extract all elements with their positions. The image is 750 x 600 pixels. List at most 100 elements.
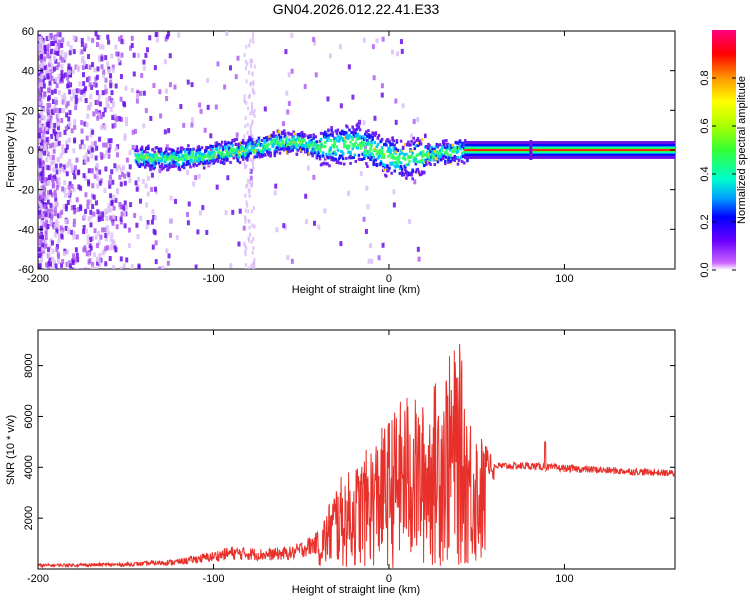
spectrogram-ridge-cell [335, 145, 339, 149]
spectrogram-ridge-cell [146, 156, 149, 160]
spectrogram-noise-cell [47, 253, 51, 259]
spectrogram-noise-cell [44, 268, 48, 269]
spectrogram-ridge-cell [389, 152, 392, 156]
spectrogram-noise-cell [67, 116, 71, 122]
spectrogram-ridge-cell [295, 152, 299, 156]
spectrogram-ridge-cell [220, 157, 224, 161]
spectrogram-ridge-cell [210, 151, 213, 155]
spectrogram-noise-cell [38, 113, 42, 119]
spectrogram-noise-cell [205, 229, 209, 235]
spectrogram-ridge-cell [414, 158, 418, 162]
spectrogram-noise-cell [94, 31, 98, 37]
spectrogram-noise-cell [58, 168, 62, 174]
spectrogram-noise-cell [91, 62, 95, 68]
spectrogram-noise-cell [82, 60, 86, 66]
spectrogram-noise-cell [339, 241, 343, 247]
spectrogram-noise-cell [110, 169, 114, 175]
spectrogram-noise-cell [125, 257, 129, 263]
spectrogram-noise-cell [87, 216, 91, 222]
spectrogram-noise-cell [88, 199, 92, 205]
spectrogram-ridge-cell [463, 146, 466, 150]
spectrogram-noise-cell [399, 39, 403, 45]
spectrogram-ridge-cell [364, 132, 367, 136]
spectrogram-noise-cell [115, 116, 119, 122]
spectrogram-ridge-cell [280, 130, 284, 134]
spectrogram-ridge-cell [341, 139, 345, 143]
spectrogram-noise-cell [115, 166, 119, 172]
spectrogram-noise-cell [132, 52, 136, 58]
spectrogram-noise-cell [305, 219, 309, 225]
spectrogram-ridge-cell [215, 144, 219, 148]
spectrogram-ridge-cell [388, 166, 391, 170]
spectrogram-noise-cell [290, 32, 294, 38]
spectrogram-ridge-cell [235, 156, 239, 160]
spectrogram-ridge-cell [186, 156, 189, 160]
spectrogram-ridge-cell [451, 143, 454, 147]
spectrogram-ridge-cell [272, 138, 275, 142]
spectrogram-noise-cell [52, 128, 56, 134]
spectrogram-ridge-cell [233, 138, 236, 142]
spectrogram-ridge-cell [434, 157, 438, 161]
spectrogram-ridge-cell [294, 141, 298, 145]
spectrogram-noise-cell [248, 266, 251, 269]
spectrogram-noise-cell [84, 43, 88, 49]
spectrogram-noise-cell [89, 222, 93, 228]
spectrogram-ridge-cell [238, 161, 242, 165]
spectrogram-ridge-cell [424, 153, 427, 157]
spectrogram-noise-cell [44, 145, 48, 151]
spectrogram-ridge-cell [269, 152, 272, 156]
spectrogram-ridge-cell [388, 140, 391, 144]
spectrogram-noise-cell [163, 59, 167, 65]
spectrogram-noise-cell [169, 232, 173, 238]
spectrogram-ridge-cell [400, 148, 404, 152]
spectrogram-ridge-cell [165, 147, 168, 151]
spectrogram-noise-cell [281, 121, 285, 127]
spectrogram-noise-cell [91, 37, 95, 43]
spectrogram-noise-cell [63, 55, 67, 61]
spectrogram-noise-cell [274, 183, 278, 189]
spectrogram-y-tick-label: -40 [18, 224, 34, 236]
spectrogram-noise-cell [87, 145, 91, 151]
snr-x-axis-label: Height of straight line (km) [292, 584, 420, 596]
spectrogram-noise-cell [40, 140, 44, 146]
spectrogram-ridge-cell [407, 154, 410, 158]
spectrogram-noise-cell [114, 44, 118, 50]
spectrogram-ridge-cell [348, 133, 351, 137]
spectrogram-ridge-cell [366, 151, 369, 155]
spectrogram-noise-cell [72, 218, 76, 224]
spectrogram-ridge-cell [145, 160, 148, 164]
spectrogram-noise-cell [105, 216, 109, 222]
spectrogram-noise-cell [249, 38, 252, 43]
spectrogram-noise-cell [165, 248, 169, 254]
spectrogram-noise-cell [58, 108, 62, 114]
spectrogram-noise-cell [203, 127, 207, 133]
spectrogram-ridge-cell [295, 143, 299, 147]
spectrogram-noise-cell [111, 218, 115, 224]
spectrogram-ridge-cell [440, 148, 444, 152]
spectrogram-noise-cell [116, 152, 120, 158]
spectrogram-noise-cell [313, 40, 317, 46]
spectrogram-ridge-cell [148, 152, 151, 156]
spectrogram-ridge-cell [358, 128, 362, 132]
spectrogram-ridge-cell [279, 142, 283, 146]
spectrogram-ridge-cell [284, 132, 287, 136]
spectrogram-noise-cell [68, 89, 72, 95]
spectrogram-noise-cell [141, 178, 145, 184]
spectrogram-noise-cell [109, 237, 113, 243]
spectrogram-noise-cell [99, 234, 103, 240]
spectrogram-noise-cell [287, 72, 291, 78]
spectrogram-noise-cell [160, 165, 164, 171]
spectrogram-ridge-cell [403, 172, 406, 176]
spectrogram-noise-cell [95, 170, 99, 176]
spectrogram-noise-cell [251, 133, 254, 138]
spectrogram-noise-cell [250, 209, 253, 214]
spectrogram-ridge-cell [221, 145, 225, 149]
spectrogram-noise-cell [55, 178, 59, 184]
spectrogram-noise-cell [123, 200, 127, 206]
spectrogram-noise-cell [105, 209, 109, 215]
spectrogram-noise-cell [130, 35, 134, 41]
spectrogram-noise-cell [95, 256, 99, 262]
spectrogram-ridge-cell [349, 152, 352, 156]
spectrogram-ridge-cell [277, 133, 281, 137]
spectrogram-noise-cell [317, 224, 321, 230]
